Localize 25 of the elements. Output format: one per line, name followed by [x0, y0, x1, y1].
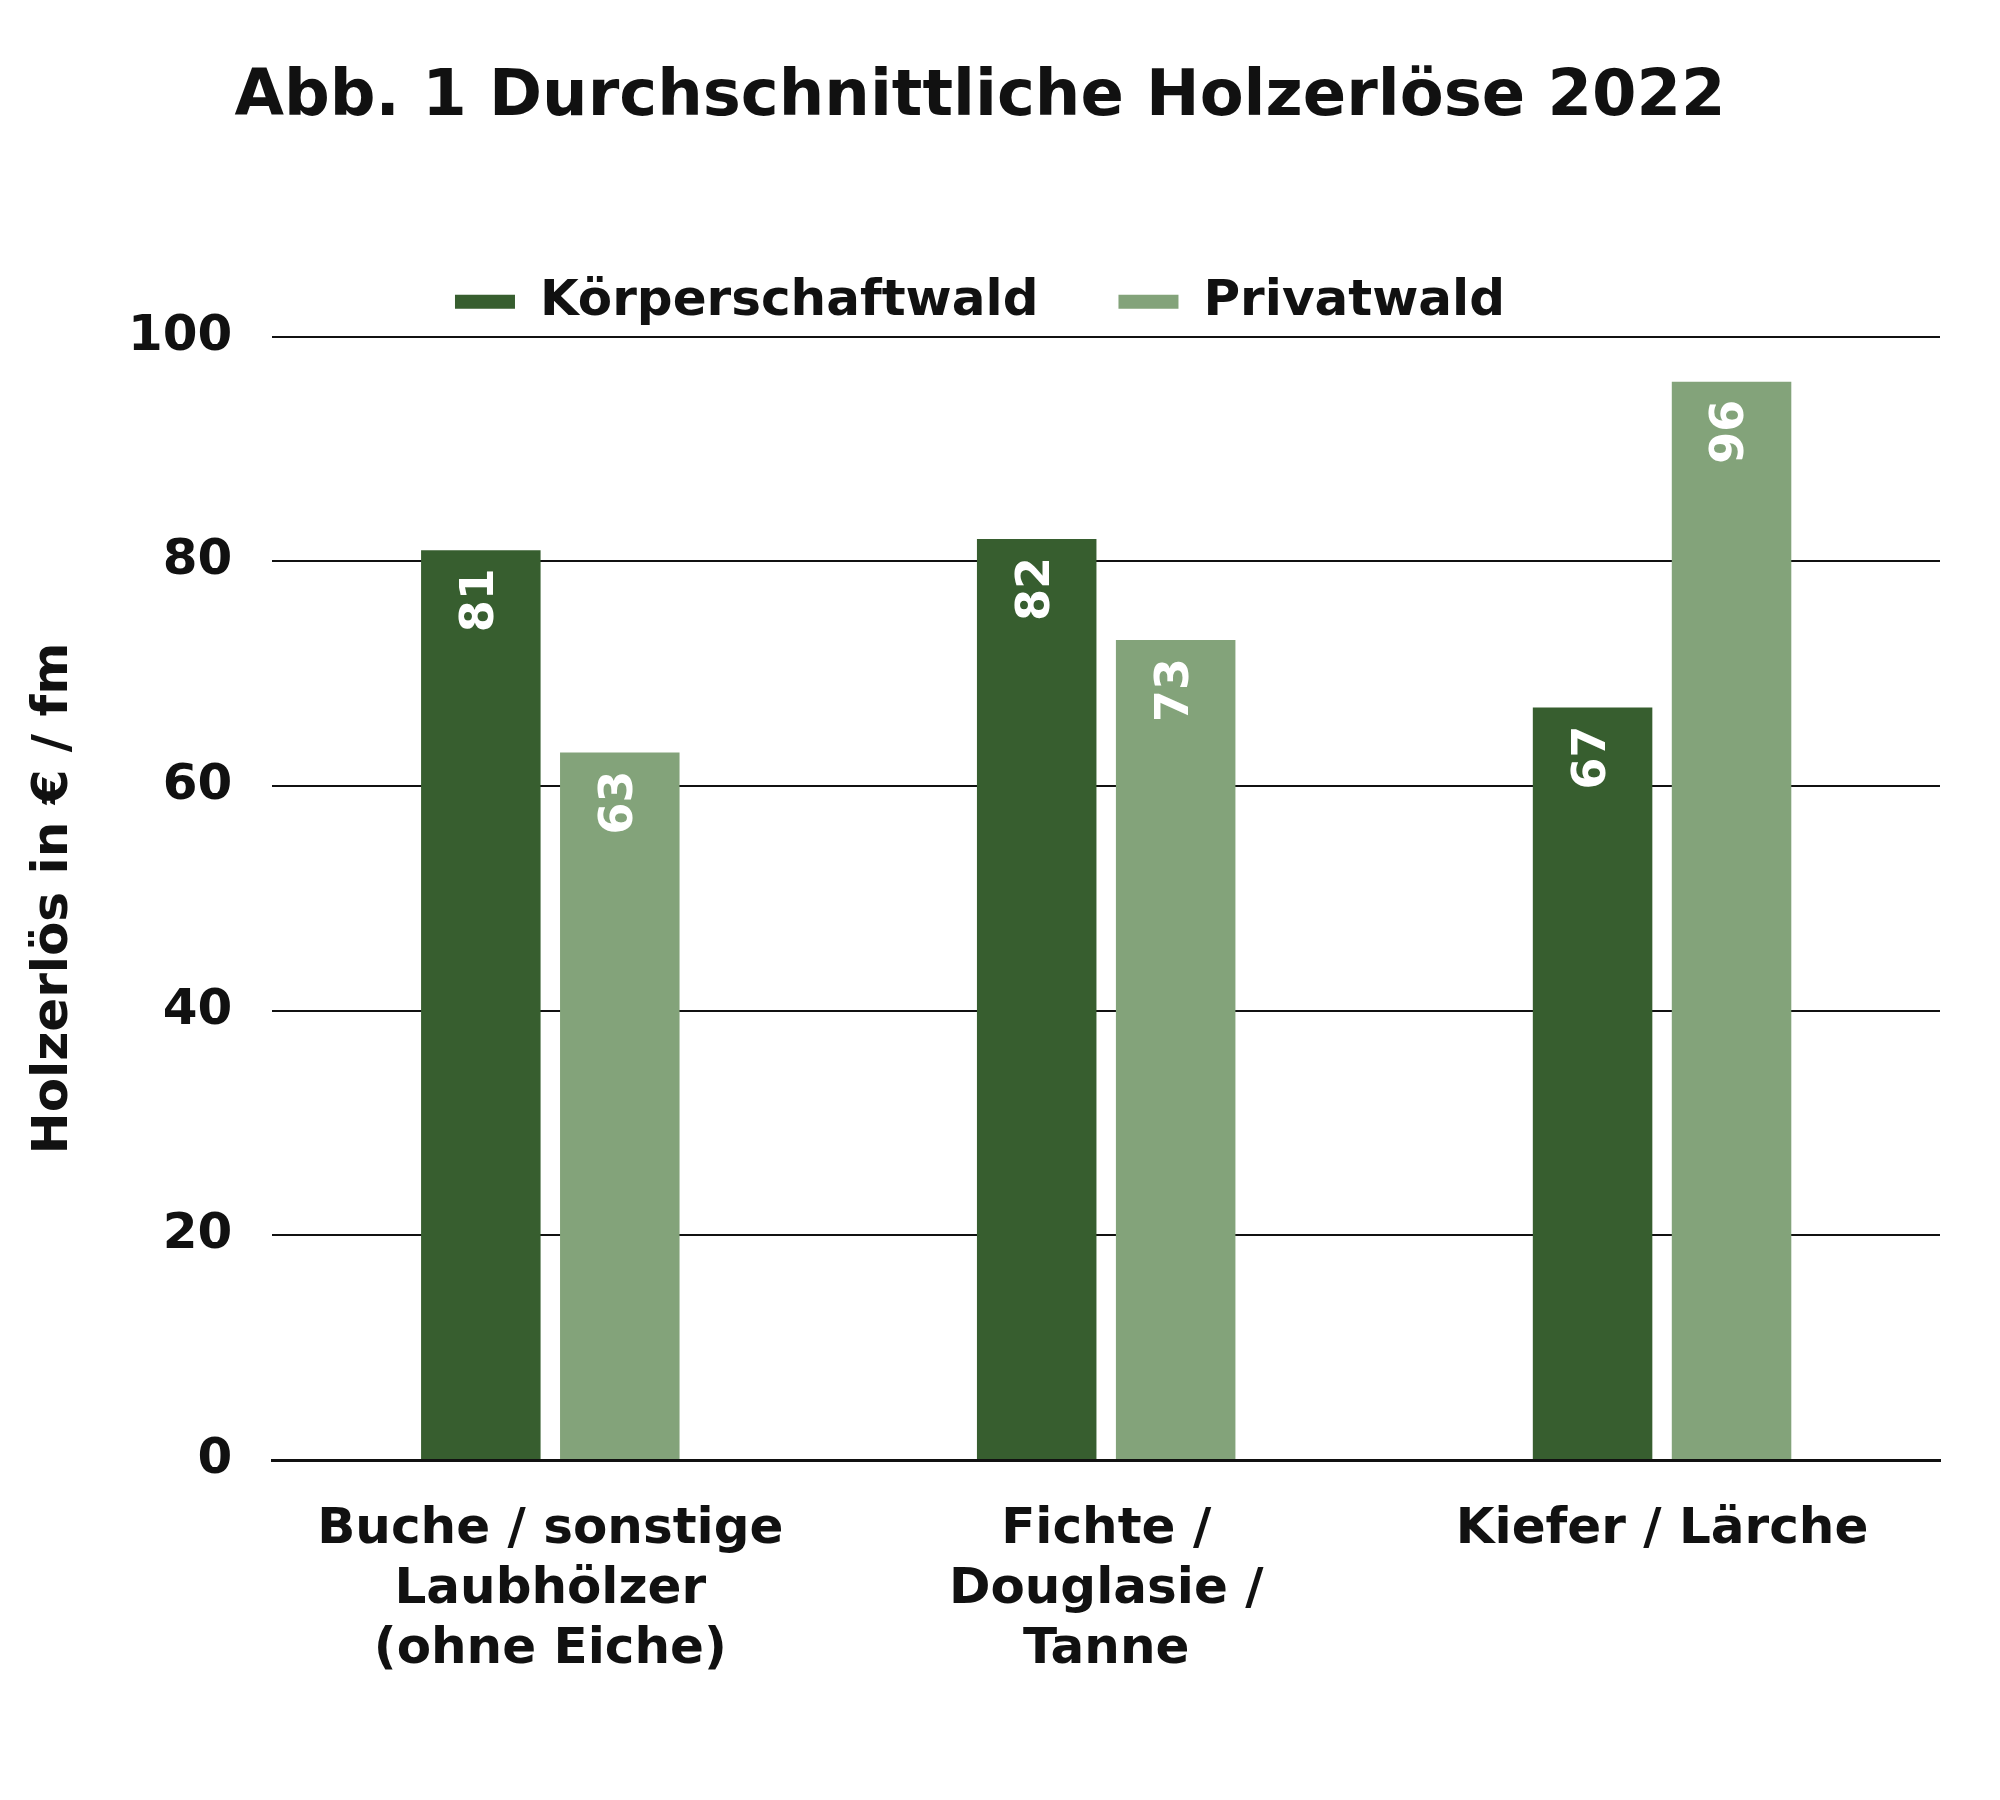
y-tick-label: 60	[162, 753, 233, 812]
chart-title: Abb. 1 Durchschnittliche Holzerlöse 2022	[234, 56, 1726, 131]
data-label: 96	[1700, 399, 1755, 464]
bar	[1115, 640, 1236, 1459]
x-tick-label: Fichte / Douglasie / Tanne	[948, 1496, 1265, 1675]
legend-label: Privatwald	[1203, 268, 1506, 327]
x-tick-label: Kiefer / Lärche	[1455, 1496, 1869, 1555]
x-tick-label: Buche / sonstige Laubhölzer (ohne Eiche)	[317, 1496, 784, 1675]
y-axis-title: Holzerlös in € / fm	[20, 642, 79, 1155]
y-tick-label: 80	[162, 528, 233, 587]
data-label: 82	[1005, 556, 1060, 621]
y-tick-label: 20	[162, 1202, 233, 1261]
legend-label: Körperschaftwald	[539, 268, 1039, 327]
y-tick-label: 100	[128, 303, 233, 362]
data-label: 67	[1561, 725, 1616, 790]
bar	[976, 538, 1097, 1459]
bar	[1671, 381, 1792, 1459]
data-label: 81	[449, 568, 504, 633]
bar	[1532, 707, 1653, 1459]
bar	[560, 752, 680, 1459]
y-tick-label: 40	[162, 977, 233, 1036]
data-label: 63	[588, 770, 643, 835]
data-label: 73	[1144, 658, 1199, 723]
bar	[421, 550, 541, 1459]
y-tick-label: 0	[197, 1426, 233, 1485]
